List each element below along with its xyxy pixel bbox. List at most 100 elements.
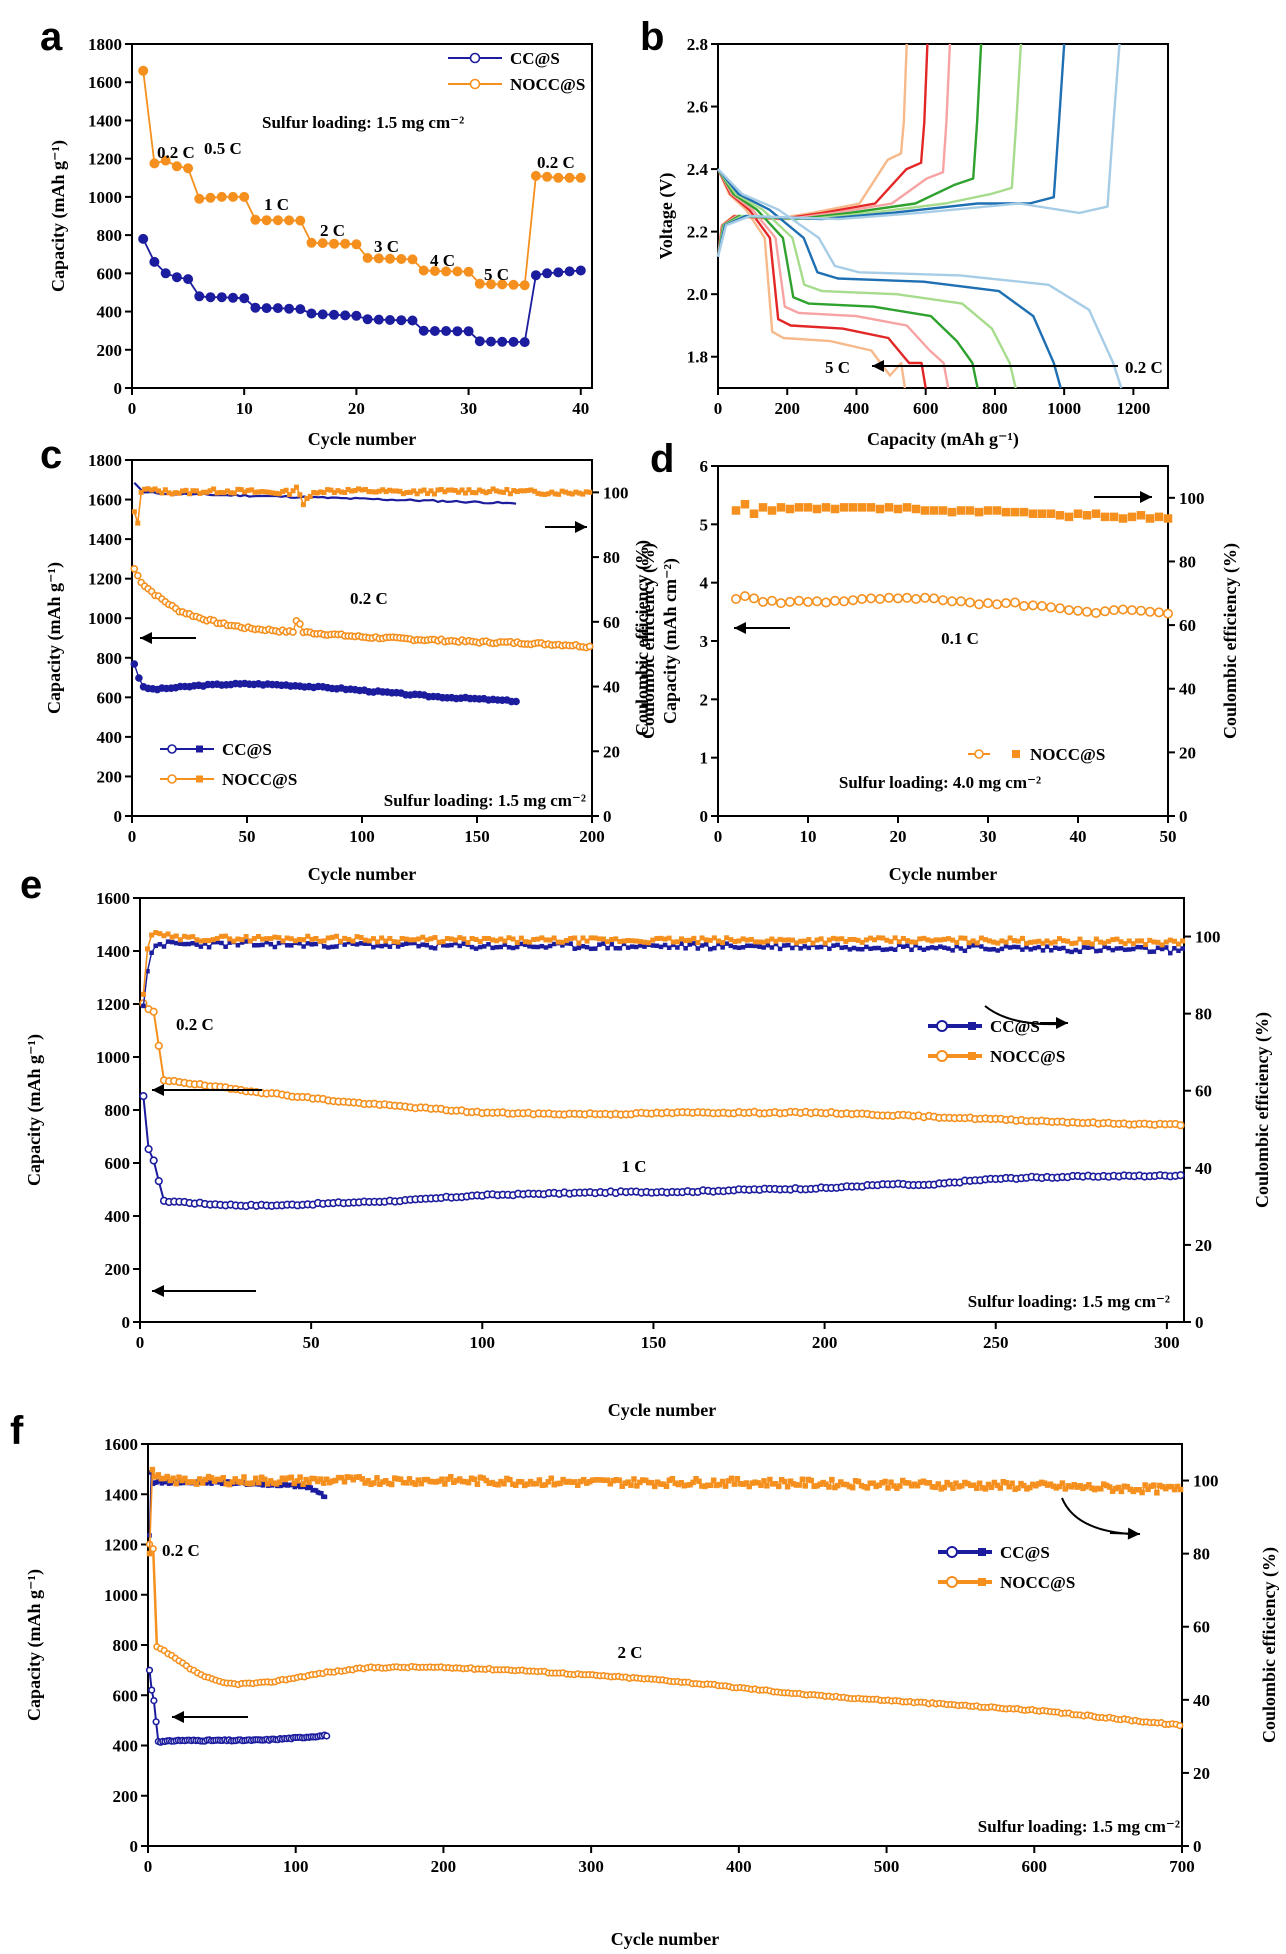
y-tick-label: 4 [700,574,709,593]
data-point [494,944,499,950]
data-point [373,314,384,325]
legend-noccs: NOCC@S [968,745,1105,764]
rate-label-first: 0.2 C [176,1015,214,1034]
data-point [669,1476,676,1482]
legend-marker [469,52,481,64]
data-point [937,937,943,943]
data-point [530,270,541,281]
data-point [814,945,820,950]
data-point [289,628,297,636]
legend-label: NOCC@S [990,1047,1065,1066]
data-point [161,944,167,949]
legend-marker [946,1546,958,1558]
data-point [1167,937,1173,943]
data-point [1106,1484,1113,1490]
data-point [321,938,327,944]
data-point [597,942,602,947]
data-point [170,1475,176,1482]
data-point [976,1480,983,1487]
data-point [1109,512,1119,522]
data-point [761,939,767,945]
data-point [593,946,598,951]
rate-label: 0.2 C [537,153,575,172]
data-point [781,943,787,948]
y2-axis-label: Coulombic efficiency (%) [1252,1012,1273,1208]
data-point [305,941,310,946]
data-point [575,265,586,276]
data-point [625,945,631,950]
data-point [1122,947,1128,953]
rate-label: 0.2 C [157,143,195,162]
data-point [1097,939,1103,945]
data-point [973,1485,980,1491]
data-point [321,1480,327,1486]
data-point [183,487,189,493]
data-point [428,936,434,942]
data-point [731,1481,738,1487]
data-point [740,499,750,509]
data-point [950,948,955,953]
data-point [1143,942,1149,948]
legend-marker [974,749,984,759]
data-point [600,936,606,942]
legend-label: CC@S [510,49,560,68]
data-point [982,598,993,609]
data-point [884,947,890,952]
data-point [822,940,828,946]
data-point [631,1476,637,1482]
data-point [687,942,692,947]
data-point [703,942,709,947]
data-point [982,1486,989,1492]
data-point [1093,936,1099,942]
rate-label: 3 C [374,237,399,256]
data-point [250,1480,256,1486]
data-point [219,940,224,946]
data-point [481,935,487,941]
data-point [740,945,746,950]
data-point [436,939,442,945]
data-point [1009,1480,1015,1487]
data-point [699,943,705,948]
legend-ccs: CC@S [160,740,272,759]
data-point [182,941,187,947]
data-point [260,936,266,942]
legend-ccs: CC@S [938,1543,1050,1562]
loading-note: Sulfur loading: 1.5 mg cm⁻² [384,791,586,810]
data-point [831,943,836,948]
data-point [283,487,289,493]
data-point [288,936,294,942]
y-tick-label: 0 [122,1313,131,1332]
data-point [287,492,293,498]
data-point [1176,941,1182,947]
data-point [1147,949,1153,955]
data-point [851,945,857,951]
data-point [1065,948,1070,954]
y-axis-label: Capacity (mAh g⁻¹) [48,140,69,292]
data-point [1048,940,1054,946]
data-point [338,938,344,944]
data-point [223,933,229,939]
data-point [654,936,660,942]
data-point [835,936,841,942]
data-point [719,1478,726,1485]
data-point [1145,514,1155,523]
legend-marker [978,1548,986,1556]
data-point [978,935,984,941]
data-point [395,939,401,945]
data-point [674,939,680,945]
data-point [428,945,434,950]
data-point [463,490,469,496]
data-point [196,1476,203,1482]
data-point [375,939,381,945]
data-point [937,595,948,606]
rate-label-high: 0.2 C [1125,358,1163,377]
x-tick-label: 40 [572,399,589,418]
data-point [144,1144,153,1154]
data-point [441,325,452,336]
charge-curve [716,43,908,257]
data-point [584,944,590,950]
data-point [1171,938,1177,944]
legend-marker [196,775,203,783]
data-point [228,191,239,202]
x-tick-label: 300 [578,1857,604,1876]
